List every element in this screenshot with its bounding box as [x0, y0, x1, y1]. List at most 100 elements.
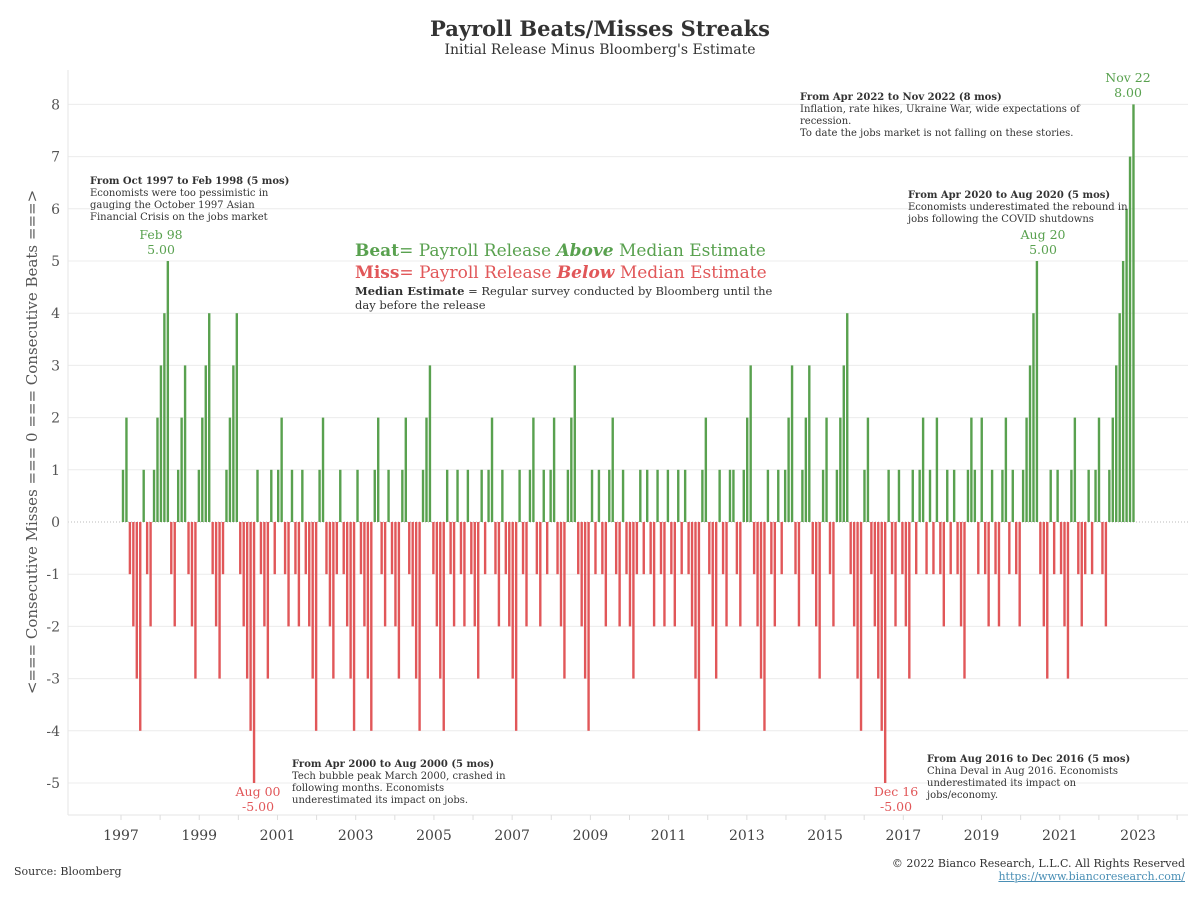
bar-miss: [680, 522, 683, 575]
bar-miss: [370, 522, 373, 731]
bar-miss: [359, 522, 363, 575]
bar-miss: [873, 522, 877, 627]
bar-miss: [504, 522, 508, 575]
bar-beat: [683, 469, 687, 522]
x-tick-label: 2001: [260, 828, 296, 844]
bar-miss: [587, 522, 590, 731]
bar-beat: [728, 469, 732, 522]
bar-miss: [670, 522, 673, 575]
bar-beat: [846, 313, 849, 522]
x-tick-label: 2013: [729, 828, 765, 844]
bar-beat: [928, 469, 932, 522]
bar-miss: [942, 522, 946, 627]
bar-beat: [1021, 469, 1025, 522]
bar-miss: [604, 522, 608, 627]
bar-beat: [228, 417, 232, 522]
legend-beat: Beat= Payroll Release Above Median Estim…: [355, 241, 766, 261]
bar-beat: [1115, 365, 1118, 522]
bar-miss: [870, 522, 873, 575]
bar-beat: [918, 469, 921, 522]
annotation-covid: From Apr 2020 to Aug 2020 (5 mos) Econom…: [908, 190, 1128, 225]
bar-beat: [373, 469, 376, 522]
bar-miss: [618, 522, 621, 627]
y-tick-label: 1: [51, 463, 60, 479]
bar-beat: [887, 469, 890, 522]
bar-beat: [566, 469, 570, 522]
bar-miss: [252, 522, 256, 783]
x-tick-label: 2019: [964, 828, 1000, 844]
bar-miss: [1039, 522, 1042, 575]
x-tick-label: 2009: [573, 828, 609, 844]
bar-miss: [463, 522, 466, 627]
bar-beat: [718, 469, 721, 522]
bar-miss: [194, 522, 197, 679]
bar-beat: [1025, 417, 1028, 522]
bar-miss: [211, 522, 214, 575]
bar-beat: [445, 469, 449, 522]
bar-miss: [721, 522, 725, 575]
bar-miss: [411, 522, 414, 627]
bar-miss: [797, 522, 801, 627]
bar-beat: [201, 417, 204, 522]
bar-miss: [556, 522, 559, 575]
bar-beat: [821, 469, 825, 522]
bar-miss: [632, 522, 635, 679]
bar-beat: [746, 417, 749, 522]
bar-beat: [842, 365, 845, 522]
x-tick-label: 2023: [1120, 828, 1156, 844]
bar-beat: [1001, 469, 1004, 522]
bar-miss: [352, 522, 356, 731]
x-axis-ticks: 1997 1999 2001 2003 2005 2007 2009 2011 2013 2015…: [103, 815, 1178, 844]
bar-miss: [221, 522, 225, 575]
website-link[interactable]: https://www.biancoresearch.com/: [998, 870, 1185, 883]
y-tick-label: -4: [46, 724, 60, 740]
bar-miss: [383, 522, 387, 627]
bar-beat: [597, 469, 601, 522]
bar-beat: [225, 469, 228, 522]
bar-miss: [759, 522, 763, 679]
bar-miss: [697, 522, 701, 731]
bar-beat: [666, 469, 670, 522]
bar-beat: [1125, 208, 1128, 523]
legend: Beat= Payroll Release Above Median Estim…: [355, 240, 795, 312]
x-tick-label: 2003: [338, 828, 374, 844]
bar-miss: [218, 522, 221, 679]
bar-miss: [287, 522, 290, 627]
bar-miss: [297, 522, 301, 627]
bar-miss: [915, 522, 918, 575]
bar-beat: [256, 469, 259, 522]
bar-miss: [959, 522, 963, 627]
bar-miss: [811, 522, 814, 575]
bar-miss: [1066, 522, 1070, 679]
bar-beat: [1035, 261, 1039, 522]
bar-miss: [525, 522, 528, 627]
bar-beat: [1004, 417, 1008, 522]
bar-beat: [163, 313, 166, 522]
bar-beat: [156, 417, 159, 522]
bar-miss: [877, 522, 880, 679]
bar-beat: [1049, 469, 1052, 522]
bar-miss: [442, 522, 445, 731]
bar-beat: [428, 365, 432, 522]
bar-miss: [242, 522, 245, 627]
bar-beat: [321, 417, 325, 522]
bar-beat: [704, 417, 708, 522]
bar-miss: [511, 522, 514, 679]
bar-miss: [963, 522, 966, 679]
bar-miss: [642, 522, 645, 575]
bar-miss: [932, 522, 935, 575]
annotation-china-deval: From Aug 2016 to Dec 2016 (5 mos) China …: [927, 754, 1131, 801]
y-tick-label: 0: [51, 515, 60, 531]
bar-beat: [804, 417, 808, 522]
bar-beat: [152, 469, 156, 522]
bar-beat: [401, 469, 404, 522]
bar-beat: [290, 469, 294, 522]
annotation-asian-crisis: From Oct 1997 to Feb 1998 (5 mos) Econom…: [90, 176, 290, 223]
bar-beat: [990, 469, 994, 522]
bar-miss: [345, 522, 349, 627]
bar-beat: [570, 417, 573, 522]
bar-beat: [935, 417, 939, 522]
bar-beat: [456, 469, 459, 522]
bar-miss: [414, 522, 418, 679]
